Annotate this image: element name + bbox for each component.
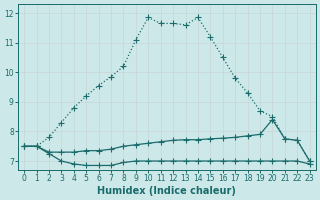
X-axis label: Humidex (Indice chaleur): Humidex (Indice chaleur): [98, 186, 236, 196]
